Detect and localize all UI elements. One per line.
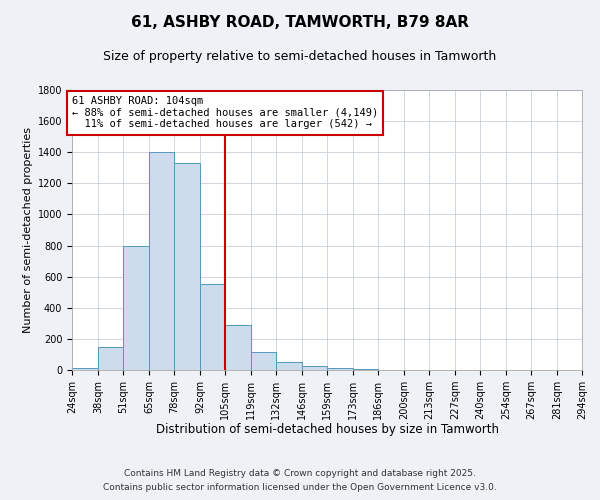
Bar [123,246,149,370]
Bar [276,362,302,370]
Text: 61 ASHBY ROAD: 104sqm
← 88% of semi-detached houses are smaller (4,149)
  11% of: 61 ASHBY ROAD: 104sqm ← 88% of semi-deta… [72,96,378,130]
Bar [251,352,276,370]
X-axis label: Distribution of semi-detached houses by size in Tamworth: Distribution of semi-detached houses by … [155,424,499,436]
Text: 61, ASHBY ROAD, TAMWORTH, B79 8AR: 61, ASHBY ROAD, TAMWORTH, B79 8AR [131,15,469,30]
Bar [72,368,98,370]
Bar [200,284,225,370]
Y-axis label: Number of semi-detached properties: Number of semi-detached properties [23,127,34,333]
Bar [98,346,123,370]
Bar [174,163,200,370]
Bar [302,366,327,370]
Bar [353,369,378,370]
Bar [225,325,251,370]
Bar [149,152,174,370]
Text: Contains HM Land Registry data © Crown copyright and database right 2025.: Contains HM Land Registry data © Crown c… [124,468,476,477]
Text: Size of property relative to semi-detached houses in Tamworth: Size of property relative to semi-detach… [103,50,497,63]
Bar [327,368,353,370]
Text: Contains public sector information licensed under the Open Government Licence v3: Contains public sector information licen… [103,484,497,492]
